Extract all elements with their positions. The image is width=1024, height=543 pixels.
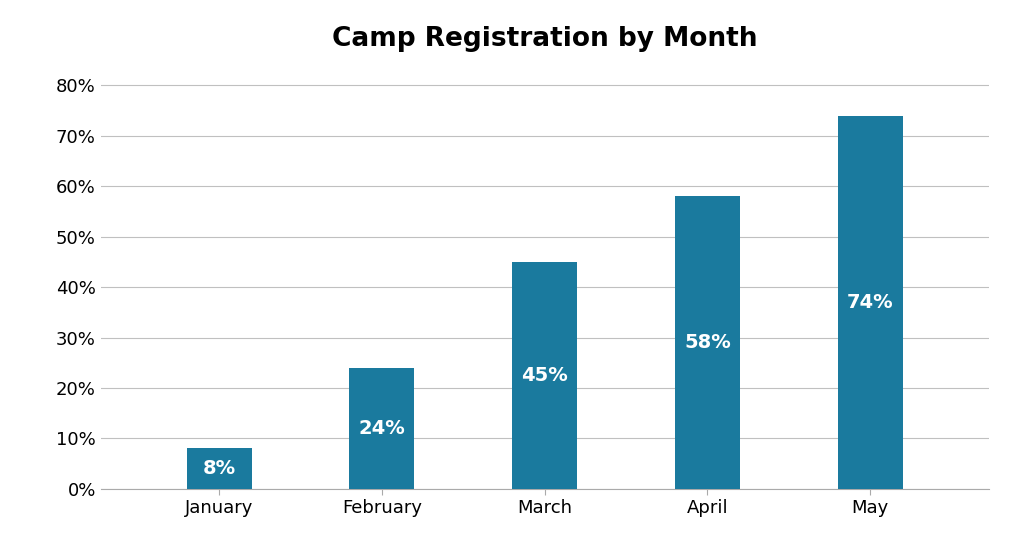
Bar — [186, 449, 252, 489]
Text: 74%: 74% — [847, 293, 893, 312]
Bar — [675, 197, 740, 489]
Bar — [512, 262, 578, 489]
Bar — [349, 368, 415, 489]
Title: Camp Registration by Month: Camp Registration by Month — [332, 26, 758, 52]
Text: 8%: 8% — [203, 459, 236, 478]
Text: 45%: 45% — [521, 366, 568, 385]
Bar — [838, 116, 902, 489]
Text: 58%: 58% — [684, 333, 731, 352]
Text: 24%: 24% — [358, 419, 406, 438]
